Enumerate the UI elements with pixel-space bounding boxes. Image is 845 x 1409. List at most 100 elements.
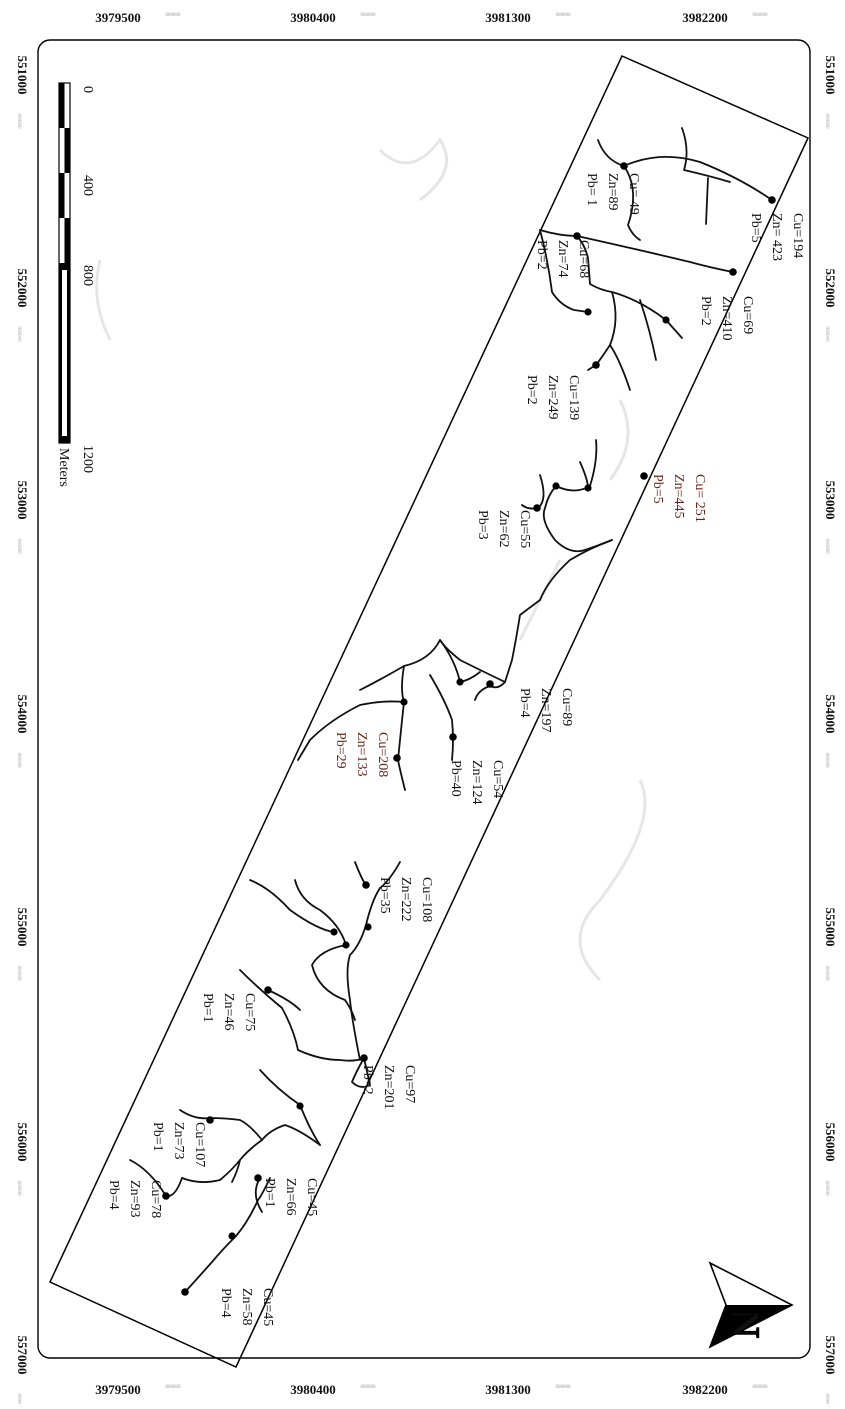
easting-tick-label: 3980400 (290, 1382, 336, 1397)
scale-bar: 0 400 800 1200 Meters (56, 82, 95, 487)
sample-pb-value: Pb=2 (360, 1065, 375, 1095)
stream (579, 461, 589, 489)
survey-area-outline (49, 55, 810, 1368)
drainage-network (129, 127, 773, 1293)
sample-point (456, 678, 464, 686)
sample-zn-value: Zn=410 (719, 296, 734, 340)
sample-zn-value: Zn=201 (381, 1065, 396, 1109)
sample-point (768, 196, 776, 204)
sample-pb-value: Pb=1 (150, 1122, 165, 1152)
easting-tick-label: 3979500 (95, 1382, 141, 1397)
sample-zn-value: Zn=197 (538, 688, 553, 732)
stream (346, 861, 401, 1061)
scale-segment (59, 83, 65, 128)
sample-pb-value: Pb=2 (698, 296, 713, 326)
sample-cu-value: Cu=78 (148, 1180, 163, 1218)
sample-point (362, 881, 370, 889)
sample-zn-value: Zn=124 (469, 760, 484, 804)
tick-suffix: 000000 (824, 753, 829, 769)
northing-tick-label: 552000 (15, 269, 30, 308)
sample-site: Cu= 251 Zn=445 Pb=5 (640, 472, 707, 523)
sample-zn-value: Zn= 423 (769, 213, 784, 261)
sample-point (486, 680, 494, 688)
northing-tick-label: 557000 (15, 1336, 30, 1375)
sample-point (552, 482, 560, 490)
northing-tick-label: 557000 (823, 1336, 838, 1375)
stream (542, 485, 613, 553)
stream (539, 229, 734, 273)
sample-zn-value: Zn=73 (171, 1122, 186, 1159)
sample-cu-value: Cu=107 (192, 1122, 207, 1167)
stream (311, 944, 356, 1021)
tick-suffix: 000000 (361, 1385, 377, 1390)
sample-pb-value: Pb=1 (200, 993, 215, 1023)
tick-suffix: 000000 (753, 1385, 769, 1390)
sample-cu-value: Cu=68 (576, 240, 591, 278)
tick-suffix: 000000 (824, 114, 829, 130)
stream (623, 165, 641, 241)
sample-point (360, 1054, 368, 1062)
stream (184, 1177, 271, 1293)
north-arrow-icon: N (708, 1261, 794, 1349)
northing-tick-label: 554000 (823, 695, 838, 734)
stream (681, 127, 731, 183)
tick-suffix: 000000 (824, 966, 829, 982)
sample-point (573, 232, 581, 240)
sample-pb-value: Pb=5 (650, 474, 665, 504)
stream (521, 474, 545, 510)
tick-suffix: 000000 (556, 13, 572, 18)
map-frame (37, 39, 811, 1359)
scale-labels: 0 400 800 1200 Meters (56, 86, 95, 487)
stream (397, 665, 406, 791)
scale-segment (64, 218, 70, 263)
sample-point (228, 1232, 236, 1240)
sample-site: Cu=55 Zn=62 Pb=3 (475, 504, 541, 548)
sample-point (640, 472, 648, 480)
stream (294, 879, 347, 946)
sample-cu-value: Cu=75 (242, 993, 257, 1031)
northing-tick-label: 553000 (15, 481, 30, 520)
sample-zn-value: Zn=66 (283, 1178, 298, 1215)
sample-point (342, 941, 350, 949)
tick-suffix: 000000 (16, 114, 21, 130)
stream (249, 879, 335, 933)
stream (239, 969, 365, 1062)
sample-site: Cu=107 Zn=73 Pb=1 (150, 1116, 214, 1167)
scale-bar-unit: Meters (56, 448, 71, 487)
sample-zn-value: Zn=133 (354, 732, 369, 776)
scale-bar-label: 400 (80, 175, 95, 196)
sample-site: Cu=194 Zn= 423 Pb=5 (748, 196, 805, 261)
sample-point (206, 1116, 214, 1124)
sample-site: Cu=45 Zn=66 Pb=1 (254, 1174, 319, 1216)
tick-suffix: 000000 (556, 1385, 572, 1390)
tick-suffix: 000000 (361, 13, 377, 18)
stream (609, 344, 631, 391)
sample-zn-value: Zn=74 (555, 240, 570, 277)
sample-zn-value: Zn=46 (221, 993, 236, 1030)
sample-point (449, 733, 457, 741)
sample-pb-value: Pb=35 (377, 877, 392, 914)
sample-zn-value: Zn=445 (671, 474, 686, 518)
sample-point (296, 1102, 304, 1110)
tick-suffix: 000000 (16, 539, 21, 555)
sample-point (162, 1192, 170, 1200)
sample-point (533, 504, 541, 512)
sample-zn-value: Zn=249 (545, 375, 560, 419)
tick-suffix: 000000 (824, 1181, 829, 1197)
tick-suffix: 000000 (824, 1394, 829, 1405)
stream (489, 539, 613, 689)
sample-pb-value: Pb=1 (262, 1178, 277, 1208)
sample-site: Cu=78 Zn=93 Pb=4 (106, 1180, 170, 1218)
sample-pb-value: Pb= 1 (584, 173, 599, 206)
sample-site: Cu=54 Zn=124 Pb=40 (448, 733, 505, 804)
stream (351, 1057, 371, 1088)
sample-site: Cu=68 Zn=74 Pb=2 (534, 232, 591, 278)
stream (231, 1159, 241, 1183)
tick-suffix: 000000 (16, 1181, 21, 1197)
sample-pb-value: Pb=4 (218, 1288, 233, 1318)
sample-site: Cu=139 Zn=249 Pb=2 (524, 361, 600, 420)
sample-pb-value: Pb=40 (448, 760, 463, 797)
scale-bar-label: 800 (80, 265, 95, 286)
tick-suffix: 000000 (16, 1394, 21, 1405)
